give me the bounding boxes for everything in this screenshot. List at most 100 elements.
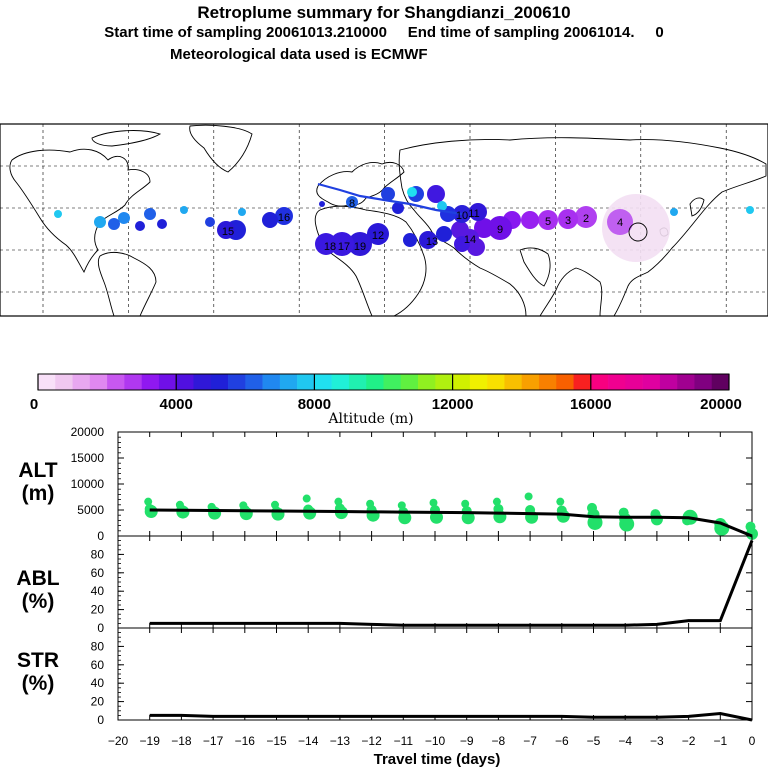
colorbar-swatch — [418, 374, 436, 390]
x-tick-label: −3 — [650, 734, 664, 748]
altitude-spread-point — [302, 494, 311, 503]
y-tick-label: 80 — [91, 547, 105, 561]
colorbar-swatch — [590, 374, 609, 390]
plume-bubble — [238, 208, 246, 216]
x-tick-label: −9 — [460, 734, 474, 748]
plume-label: 13 — [426, 236, 438, 248]
colorbar-swatch — [158, 374, 177, 390]
x-tick-label: −4 — [618, 734, 632, 748]
altitude-colorbar: 0 4000 8000 12000 16000 20000 Altitude (m) — [30, 373, 742, 427]
x-tick-label: −8 — [492, 734, 506, 748]
panel-frame — [117, 535, 753, 629]
colorbar-swatch — [72, 374, 91, 390]
plume-label: 3 — [565, 215, 571, 227]
x-tick-label: −12 — [361, 734, 382, 748]
plume-bubble — [521, 211, 539, 229]
altitude-spread-point — [430, 510, 443, 524]
plume-bubble — [330, 232, 354, 256]
panel-frame — [117, 627, 753, 721]
plume-bubble — [607, 209, 633, 235]
altitude-spread-point — [461, 511, 475, 525]
altitude-spread-point — [492, 497, 501, 506]
series-line — [149, 712, 753, 722]
colorbar-swatch — [625, 374, 643, 390]
y-tick-label: 80 — [91, 639, 105, 653]
colorbar-swatch — [383, 374, 402, 390]
colorbar-swatch — [331, 374, 350, 390]
plume-label: 2 — [583, 213, 589, 225]
panel-label: (m) — [22, 482, 55, 505]
plume-label: 19 — [354, 241, 366, 253]
x-tick-label: −10 — [425, 734, 446, 748]
y-tick-label: 20 — [91, 603, 105, 617]
plume-label: 10 — [456, 210, 468, 222]
plume-bubble — [381, 187, 395, 201]
colorbar-swatch — [504, 374, 522, 390]
colorbar-swatch — [400, 374, 419, 390]
x-tick-label: −18 — [171, 734, 192, 748]
plume-bubbles — [54, 182, 754, 262]
y-tick-label: 0 — [97, 529, 104, 543]
plume-bubble — [118, 212, 130, 224]
plume-bubble — [474, 218, 494, 238]
altitude-spread-point — [398, 511, 412, 525]
colorbar-swatch — [245, 374, 263, 390]
plume-trajectory — [317, 182, 463, 216]
plume-bubble — [670, 208, 678, 216]
colorbar-swatch — [677, 374, 695, 390]
plume-label: 18 — [324, 241, 336, 253]
plume-bubble — [315, 233, 337, 255]
altitude-spread-point — [556, 497, 565, 506]
colorbar-title: Altitude (m) — [327, 411, 413, 427]
plume-bubble — [558, 209, 578, 229]
plume-bubble — [436, 226, 452, 242]
y-tick-label: 0 — [97, 713, 104, 727]
x-tick-label: −20 — [108, 734, 129, 748]
colorbar-tick-label: 16000 — [570, 396, 612, 413]
plume-label: 12 — [372, 230, 384, 242]
altitude-spread-point — [587, 514, 603, 530]
colorbar-tick-label: 8000 — [298, 396, 331, 413]
altitude-spread-point — [239, 507, 253, 521]
colorbar-swatch — [55, 374, 73, 390]
plume-bubble — [392, 202, 404, 214]
colorbar-swatch — [435, 374, 453, 390]
colorbar-swatch — [89, 374, 108, 390]
altitude-spread-point — [429, 498, 438, 507]
colorbar-swatch — [38, 374, 56, 390]
altitude-spread-point — [208, 506, 222, 520]
plume-bubble — [538, 210, 558, 230]
plume-label: 17 — [338, 241, 350, 253]
colorbar-swatch — [297, 374, 315, 390]
y-tick-label: 0 — [97, 621, 104, 635]
panel-label: (%) — [22, 590, 55, 613]
time-series-panels: 05000100001500020000ALT(m)020406080ABL(%… — [16, 425, 758, 768]
x-tick-label: −13 — [330, 734, 351, 748]
panel-abl: 0 20 40 60 80 ABL(%) — [16, 535, 754, 635]
altitude-spread-point — [619, 516, 635, 532]
plume-bubble — [108, 218, 120, 230]
x-tick-label: −19 — [140, 734, 161, 748]
plume-bubble — [144, 208, 156, 220]
panel-str: 0 20 40 60 80 STR(%) — [17, 627, 753, 727]
y-tick-label: 60 — [91, 566, 105, 580]
colorbar-swatch — [521, 374, 540, 390]
plume-bubble — [319, 201, 325, 207]
plume-bubble — [437, 201, 447, 211]
plume-bubble — [367, 223, 389, 245]
colorbar-swatch — [711, 374, 730, 390]
plume-bubble — [467, 238, 485, 256]
colorbar-swatch — [176, 374, 194, 390]
x-tick-label: −2 — [682, 734, 696, 748]
sampling-time-subtitle: Start time of sampling 20061013.210000 E… — [104, 24, 664, 41]
plume-bubble — [469, 203, 487, 221]
panel-alt: 0 5000 10000 15000 20000 ALT(m) — [18, 425, 758, 543]
plume-bubble — [348, 232, 372, 256]
plume-label: 8 — [349, 198, 355, 210]
colorbar-swatch — [210, 374, 229, 390]
plume-label: 11 — [468, 208, 479, 220]
colorbar-swatch — [124, 374, 142, 390]
colorbar-swatch — [694, 374, 713, 390]
plume-bubble — [427, 185, 445, 203]
